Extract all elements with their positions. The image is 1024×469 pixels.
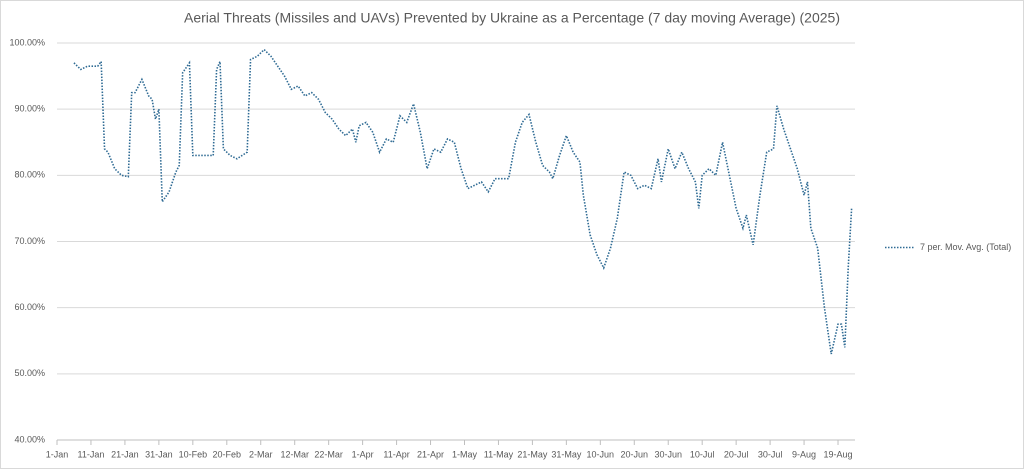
x-tick-label: 10-Jul bbox=[690, 449, 715, 459]
y-tick-label: 60.00% bbox=[14, 302, 45, 312]
legend-label: 7 per. Mov. Avg. (Total) bbox=[920, 242, 1011, 252]
x-tick-label: 19-Aug bbox=[824, 449, 853, 459]
x-tick-label: 20-Feb bbox=[213, 449, 242, 459]
x-tick-label: 22-Mar bbox=[314, 449, 343, 459]
x-tick-label: 11-May bbox=[484, 449, 514, 459]
data-line bbox=[73, 48, 853, 355]
y-tick-label: 50.00% bbox=[14, 368, 45, 378]
x-tick-label: 2-Mar bbox=[249, 449, 273, 459]
x-tick-label: 31-May bbox=[551, 449, 582, 459]
x-tick-label: 1-Apr bbox=[352, 449, 374, 459]
y-tick-label: 90.00% bbox=[14, 104, 45, 114]
x-tick-label: 21-Apr bbox=[417, 449, 444, 459]
x-tick-label: 30-Jun bbox=[654, 449, 682, 459]
y-tick-label: 80.00% bbox=[14, 170, 45, 180]
x-tick-label: 11-Jan bbox=[78, 449, 105, 459]
x-tick-label: 21-Jan bbox=[111, 449, 139, 459]
x-tick-label: 31-Jan bbox=[145, 449, 173, 459]
y-tick-label: 40.00% bbox=[14, 434, 45, 444]
x-tick-label: 9-Aug bbox=[792, 449, 816, 459]
chart-title: Aerial Threats (Missiles and UAVs) Preve… bbox=[184, 10, 840, 26]
y-tick-label: 70.00% bbox=[14, 236, 45, 246]
x-tick-label: 1-May bbox=[452, 449, 478, 459]
x-tick-label: 20-Jun bbox=[621, 449, 649, 459]
x-tick-label: 21-May bbox=[517, 449, 548, 459]
x-tick-label: 30-Jul bbox=[758, 449, 783, 459]
x-tick-label: 11-Apr bbox=[383, 449, 409, 459]
y-tick-label: 100.00% bbox=[9, 37, 45, 47]
x-tick-label: 20-Jul bbox=[724, 449, 749, 459]
x-tick-label: 12-Mar bbox=[280, 449, 309, 459]
x-tick-label: 10-Jun bbox=[587, 449, 615, 459]
x-tick-label: 10-Feb bbox=[179, 449, 208, 459]
x-tick-label: 1-Jan bbox=[46, 449, 69, 459]
